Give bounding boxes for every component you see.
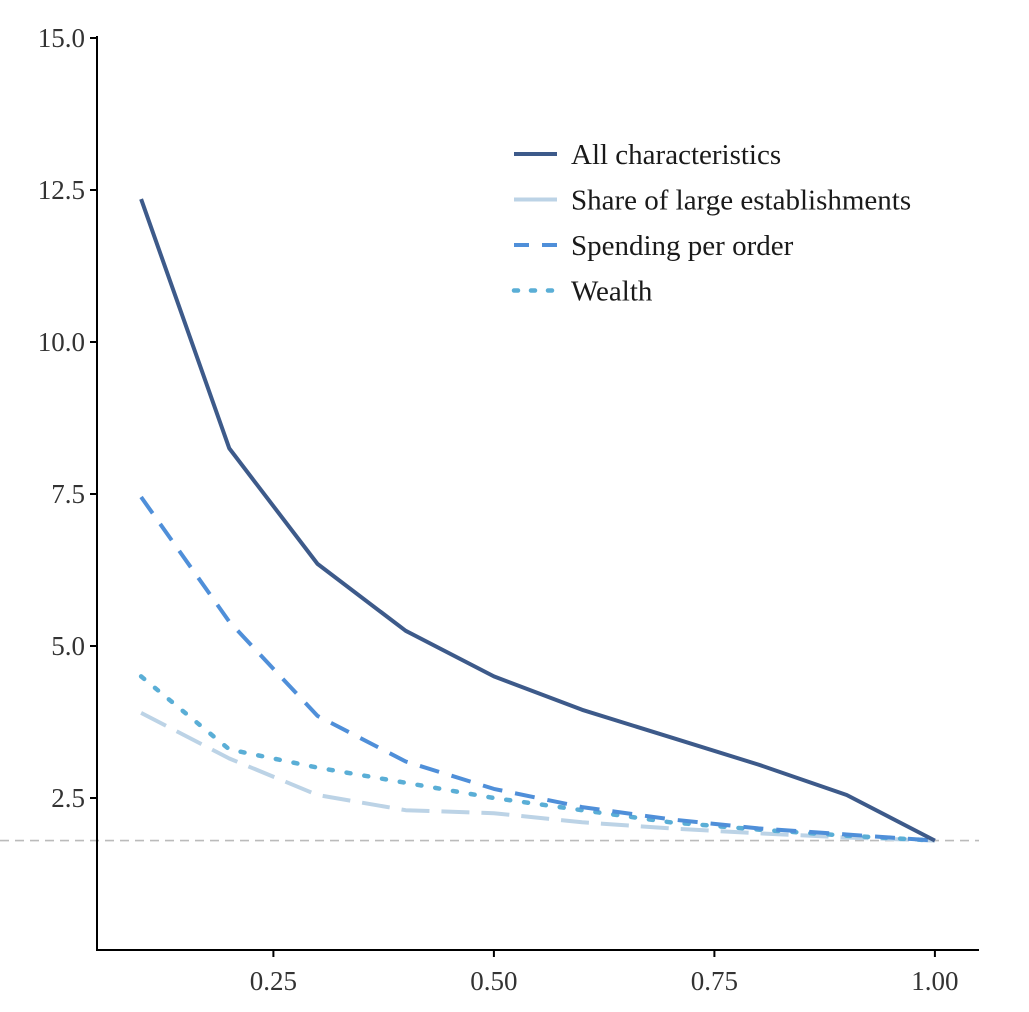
series-layer [138, 198, 938, 843]
y-tick-label: 15.0 [38, 23, 85, 53]
legend-label-wealth: Wealth [571, 276, 653, 308]
series-line-all-characteristics [139, 198, 936, 843]
y-tick-label: 12.5 [38, 175, 85, 205]
axes: 2.5 5.0 7.5 10.0 12.5 15.0 0.25 0.50 0.75 1.00 [38, 23, 979, 996]
y-tick-label: 2.5 [51, 783, 85, 813]
y-tick-label: 5.0 [51, 631, 85, 661]
y-tick-label: 10.0 [38, 327, 85, 357]
x-tick-label: 0.75 [691, 966, 738, 996]
series-line-share-of-large-establishments [140, 711, 935, 843]
series-line-spending-per-order [139, 495, 936, 843]
legend-label-spending-per-order: Spending per order [571, 230, 794, 262]
legend: All characteristics Share of large establ… [511, 139, 911, 308]
x-tick-label: 0.25 [250, 966, 297, 996]
legend-label-share-of-large-establishments: Share of large establishments [571, 185, 911, 217]
x-tick-label: 0.50 [470, 966, 517, 996]
legend-label-all-characteristics: All characteristics [571, 139, 781, 171]
x-tick-label: 1.00 [911, 966, 958, 996]
y-tick-label: 7.5 [51, 479, 85, 509]
